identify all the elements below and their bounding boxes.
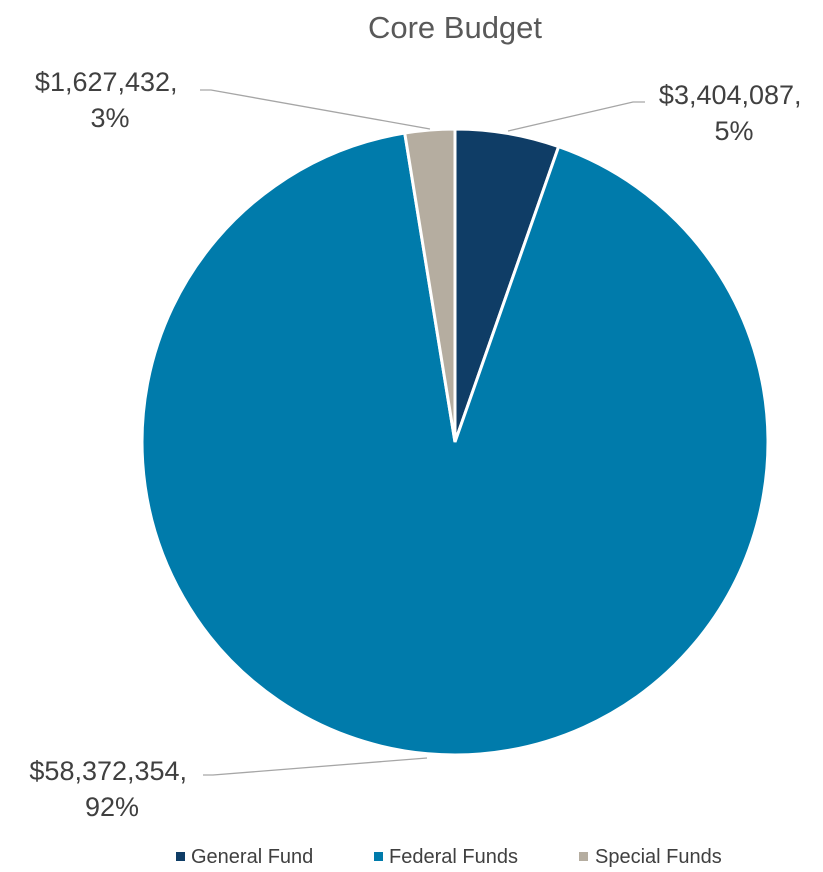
data-label-general-fund: $3,404,087, 5%: [659, 80, 809, 146]
legend-label-federal-funds: Federal Funds: [389, 846, 518, 868]
data-label-federal-funds: $58,372,354, 92%: [29, 756, 194, 822]
legend-swatch-general-fund: [176, 852, 185, 861]
pie-slice-federal-funds: [140, 131, 770, 757]
legend: General Fund Federal Funds Special Funds: [176, 846, 722, 868]
data-label-federal-funds-pct: 92%: [85, 792, 139, 822]
pie-slice-special-funds: [403, 127, 457, 443]
legend-swatch-federal-funds: [374, 852, 383, 861]
leader-line-federal-funds: [203, 757, 428, 776]
data-label-special-funds-value: $1,627,432,: [35, 67, 178, 97]
data-label-federal-funds-value: $58,372,354,: [29, 756, 187, 786]
leader-line-general-fund: [507, 101, 645, 132]
pie-slices: [140, 127, 770, 757]
legend-label-special-funds: Special Funds: [595, 846, 722, 868]
leader-line-special-funds: [200, 89, 431, 130]
data-label-special-funds: $1,627,432, 3%: [35, 67, 185, 133]
data-label-general-fund-pct: 5%: [714, 116, 753, 146]
legend-swatch-special-funds: [579, 852, 588, 861]
data-label-general-fund-value: $3,404,087,: [659, 80, 802, 110]
chart-title: Core Budget: [368, 10, 542, 45]
legend-label-general-fund: General Fund: [191, 846, 313, 868]
data-label-special-funds-pct: 3%: [90, 103, 129, 133]
